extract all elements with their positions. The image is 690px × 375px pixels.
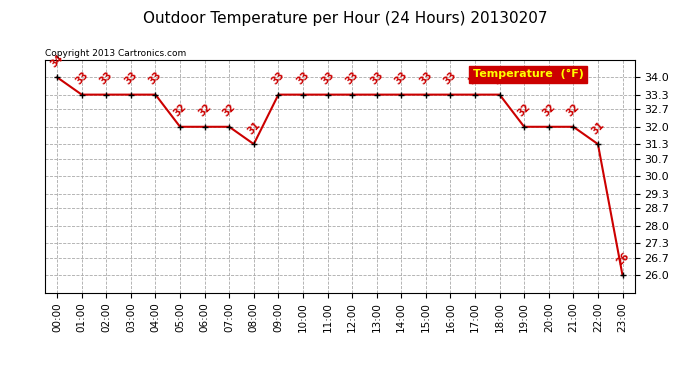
Text: Temperature  (°F): Temperature (°F)	[473, 69, 584, 80]
Text: 33: 33	[344, 70, 360, 87]
Text: Copyright 2013 Cartronics.com: Copyright 2013 Cartronics.com	[45, 49, 186, 58]
Text: 33: 33	[368, 70, 385, 87]
Text: 33: 33	[295, 70, 311, 87]
Text: 33: 33	[393, 70, 410, 87]
Text: 31: 31	[590, 120, 607, 136]
Text: 34: 34	[49, 53, 66, 69]
Text: 32: 32	[221, 102, 237, 119]
Text: 33: 33	[417, 70, 434, 87]
Text: 33: 33	[98, 70, 115, 87]
Text: 26: 26	[614, 251, 631, 267]
Text: 32: 32	[172, 102, 188, 119]
Text: 33: 33	[319, 70, 336, 87]
Text: 32: 32	[516, 102, 533, 119]
Text: 33: 33	[491, 70, 508, 87]
Text: 33: 33	[147, 70, 164, 87]
Text: 33: 33	[442, 70, 459, 87]
Text: 33: 33	[466, 70, 483, 87]
Text: 32: 32	[540, 102, 557, 119]
Text: 31: 31	[246, 120, 262, 136]
Text: 32: 32	[197, 102, 213, 119]
Text: 33: 33	[73, 70, 90, 87]
Text: 32: 32	[565, 102, 582, 119]
Text: 33: 33	[123, 70, 139, 87]
Text: 33: 33	[270, 70, 286, 87]
Text: Outdoor Temperature per Hour (24 Hours) 20130207: Outdoor Temperature per Hour (24 Hours) …	[143, 11, 547, 26]
